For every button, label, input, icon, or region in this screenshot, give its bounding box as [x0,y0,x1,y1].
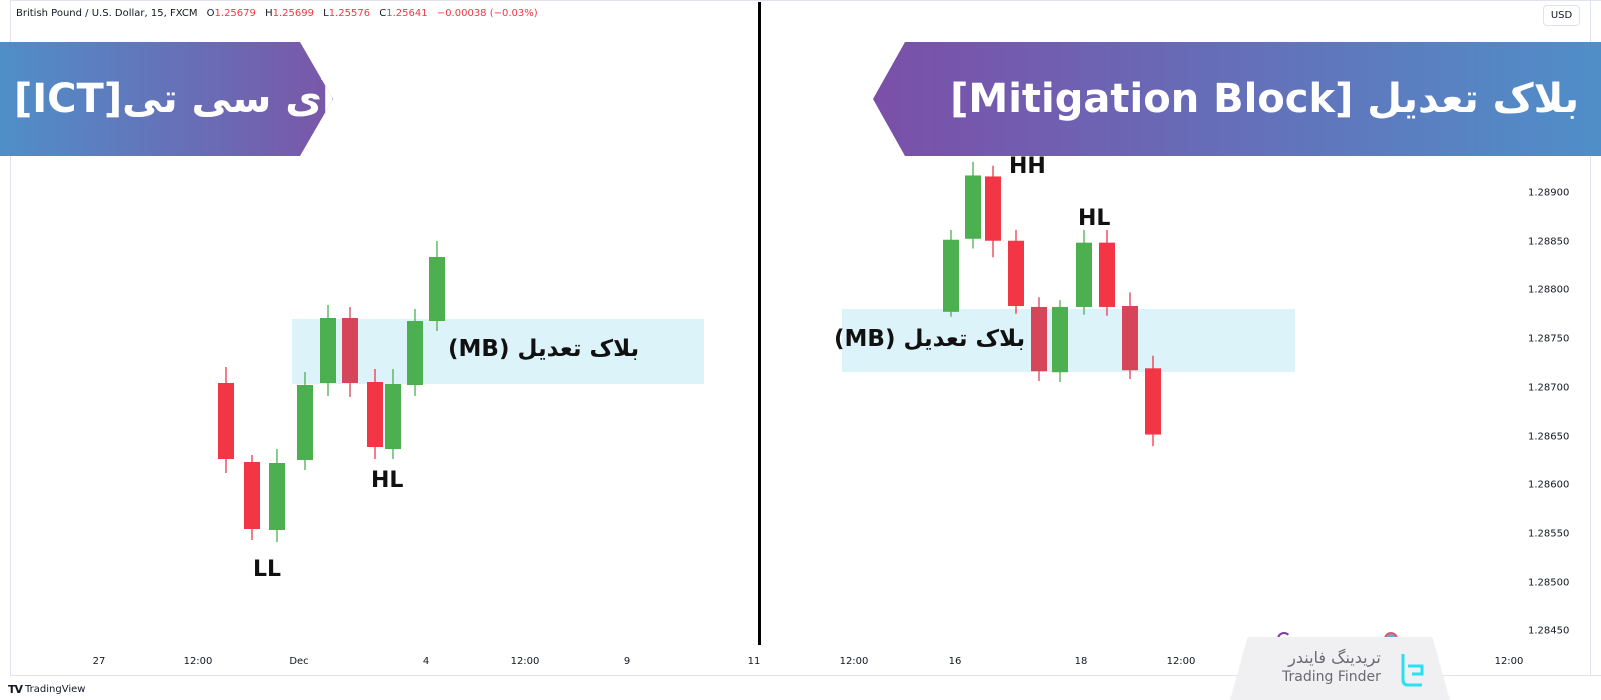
symbol-name[interactable]: British Pound / U.S. Dollar, 15, FXCM [16,8,198,19]
banner-mb-text: بلاک تعدیل [Mitigation Block] [950,76,1579,122]
time-tick: 12:00 [183,656,213,667]
price-tick: 1.28600 [1528,479,1570,491]
time-tick: Dec [289,656,309,667]
time-tick: 27 [92,656,106,667]
mb-zone-right [842,309,1295,372]
time-tick: 11 [747,656,761,667]
candle [429,241,445,331]
candle [244,455,260,540]
swing-label-hl-left: HL [371,468,404,493]
close-value: 1.25641 [386,8,428,19]
candle [965,161,981,249]
panel-divider [758,2,761,645]
candle [218,367,234,473]
trading-finder-logo-icon [1401,654,1424,687]
candle [1099,230,1115,316]
banner-ict-text: آی سی تی[ICT] [14,76,336,122]
close-label: C [379,8,387,19]
high-label: H [265,8,273,19]
candle [1008,230,1024,314]
candle [1076,230,1092,315]
watermark-fa: تریدینگ فایندر [1288,648,1381,667]
change-value: −0.00038 (−0.03%) [436,8,538,19]
title-banner-ict: آی سی تی[ICT] [0,42,333,156]
price-tick: 1.28550 [1528,528,1570,540]
time-tick: 18 [1074,656,1088,667]
tradingview-logo[interactable]: TV TradingView [8,683,85,696]
price-tick: 1.28650 [1528,431,1570,442]
open-label: O [206,8,215,19]
candle [1145,355,1161,447]
mb-zone-left [292,319,704,384]
time-tick: 12:00 [1166,656,1196,667]
candle [367,369,383,459]
time-tick: 12:00 [510,656,540,667]
candle [407,309,423,396]
price-tick: 1.28900 [1528,187,1570,199]
watermark-background [1230,637,1450,700]
swing-label-ll: LL [253,557,282,582]
price-axis-border [1590,0,1591,676]
symbol-legend: British Pound / U.S. Dollar, 15, FXCM O1… [16,8,538,19]
mb-label-right: بلاک تعدیل (MB) [834,326,1026,352]
time-axis-border [10,675,1601,676]
mb-label-left: بلاک تعدیل (MB) [448,336,640,362]
swing-label-hh: HH [1009,154,1046,179]
candle [1031,297,1047,381]
low-label: L [323,8,329,19]
title-banner-mitigation-block: بلاک تعدیل [Mitigation Block] [873,42,1601,156]
price-tick: 1.28500 [1528,577,1570,589]
candle [269,449,285,542]
candle [297,372,313,470]
price-tick: 1.28800 [1528,284,1570,296]
candle [1122,292,1138,380]
candle [985,165,1001,258]
candle [342,307,358,397]
time-tick: 9 [623,656,631,667]
price-tick: 1.28450 [1528,625,1570,637]
tradingview-logo-icon: TV [8,683,23,696]
price-tick: 1.28750 [1528,333,1570,345]
low-value: 1.25576 [328,8,371,19]
tradingview-logo-text: TradingView [25,684,86,695]
time-tick: 4 [422,656,430,667]
time-tick: 12:00 [839,656,869,667]
currency-button[interactable]: USD [1543,5,1580,26]
candle [385,369,401,459]
time-tick: 16 [948,656,962,667]
price-tick: 1.28850 [1528,236,1570,248]
candle [943,230,959,317]
open-value: 1.25679 [214,8,256,19]
watermark-en: Trading Finder [1282,669,1381,685]
price-tick: 1.28700 [1528,382,1570,394]
time-tick: 12:00 [1494,656,1524,667]
candle [1052,300,1068,382]
high-value: 1.25699 [272,8,314,19]
candle [320,305,336,396]
chart-frame [10,0,1601,676]
swing-label-hl-right: HL [1078,206,1111,231]
watermark-text: تریدینگ فایندر Trading Finder [1282,648,1381,685]
